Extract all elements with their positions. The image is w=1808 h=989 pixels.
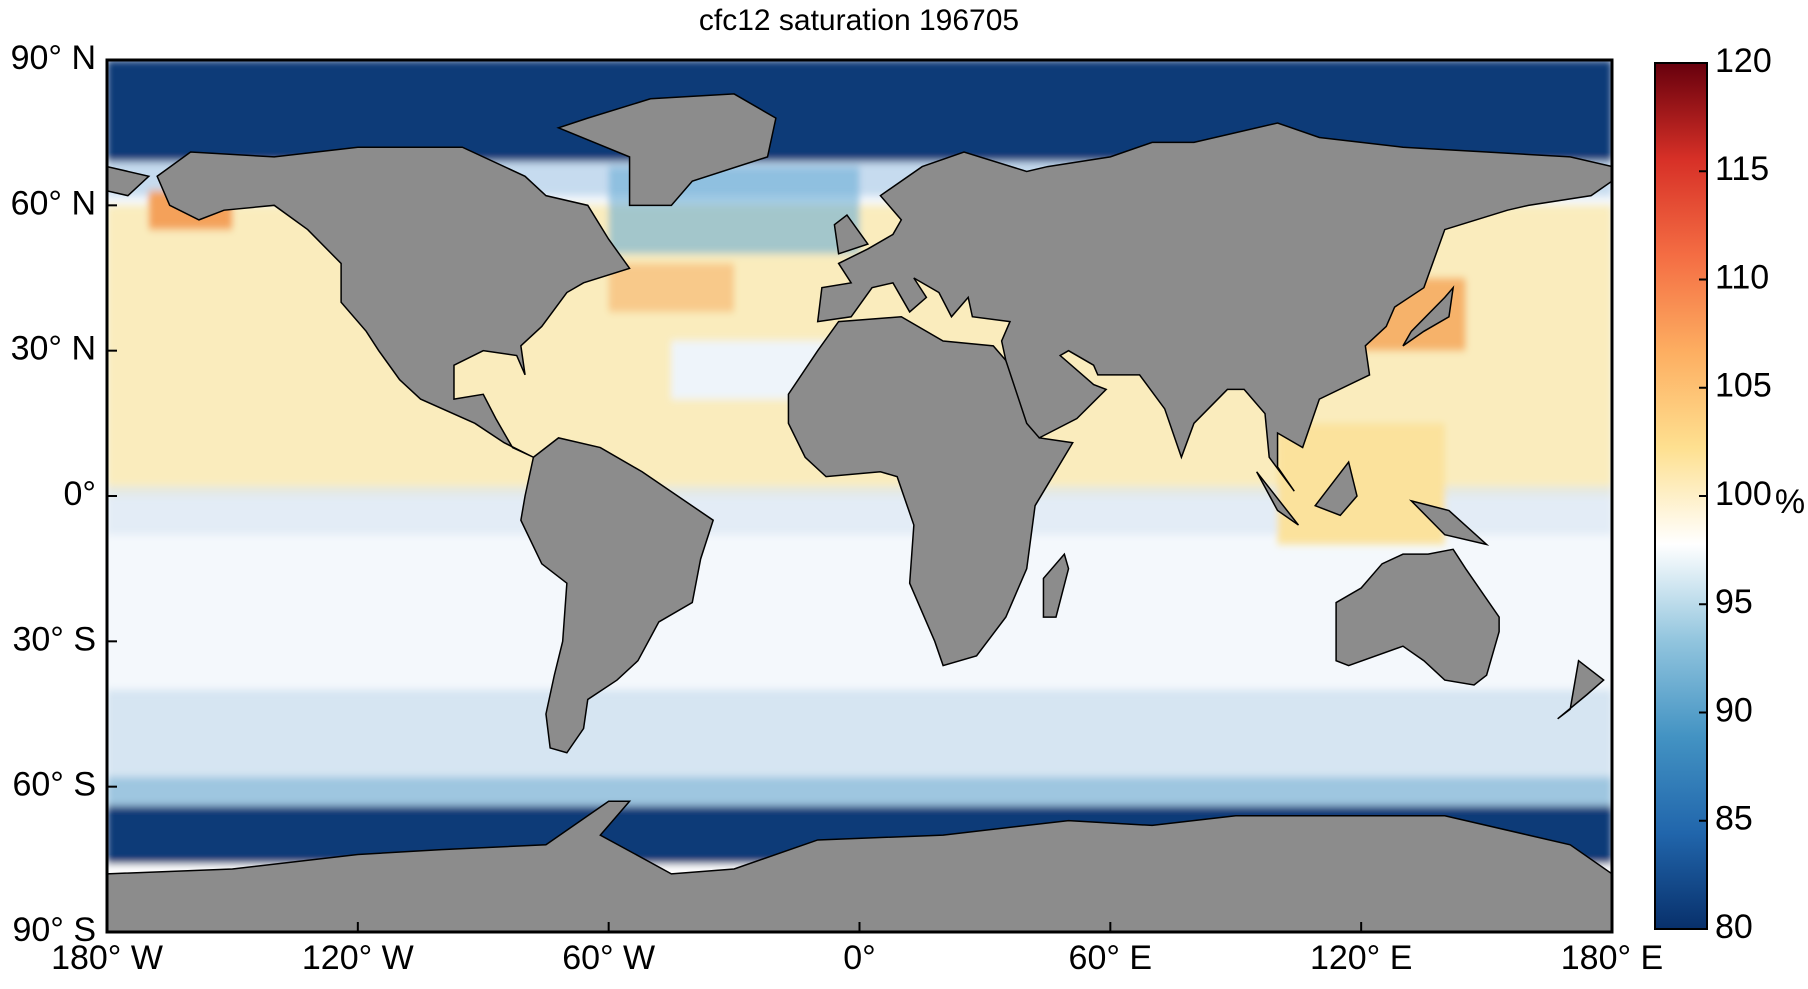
colorbar-label: % [1775,483,1805,521]
x-tick-label: 120° E [1310,939,1412,977]
x-tick-label: 60° W [562,939,655,977]
colorbar-tick-label: 110 [1715,258,1769,296]
x-tick-label: 180° W [51,939,163,977]
y-tick-label: 0° [63,475,96,513]
colorbar-tick-label: 85 [1715,800,1753,838]
axes: 180° W 120° W 60° W 0° 60° E 120° E 180° E 90° … [11,39,1664,977]
y-tick-label: 60° N [11,184,96,222]
ocean-field [107,60,1612,932]
x-tick-label: 120° W [302,939,414,977]
map-area [107,60,1612,932]
y-tick-label: 60° S [12,766,96,804]
y-tick-label: 30° S [12,620,96,658]
colorbar-tick-label: 115 [1715,150,1769,188]
colorbar-tick-label: 100 [1715,475,1772,513]
colorbar: 80 85 90 95 100 105 110 115 120% [1654,42,1805,946]
x-tick-label: 0° [843,939,876,977]
y-tick-label: 90° S [12,911,96,949]
colorbar-tick-label: 80 [1715,908,1753,946]
x-tick-label: 180° E [1561,939,1663,977]
colorbar-tick-label: 95 [1715,583,1753,621]
land [107,94,1612,932]
colorbar-tick-label: 90 [1715,691,1753,729]
colorbar-tick-label: 105 [1715,367,1772,405]
x-tick-label: 60° E [1069,939,1153,977]
y-tick-label: 30° N [11,330,96,368]
map-title: cfc12 saturation 196705 [699,4,1019,37]
colorbar-tick-label: 120 [1715,42,1772,80]
y-tick-label: 90° N [11,39,96,77]
